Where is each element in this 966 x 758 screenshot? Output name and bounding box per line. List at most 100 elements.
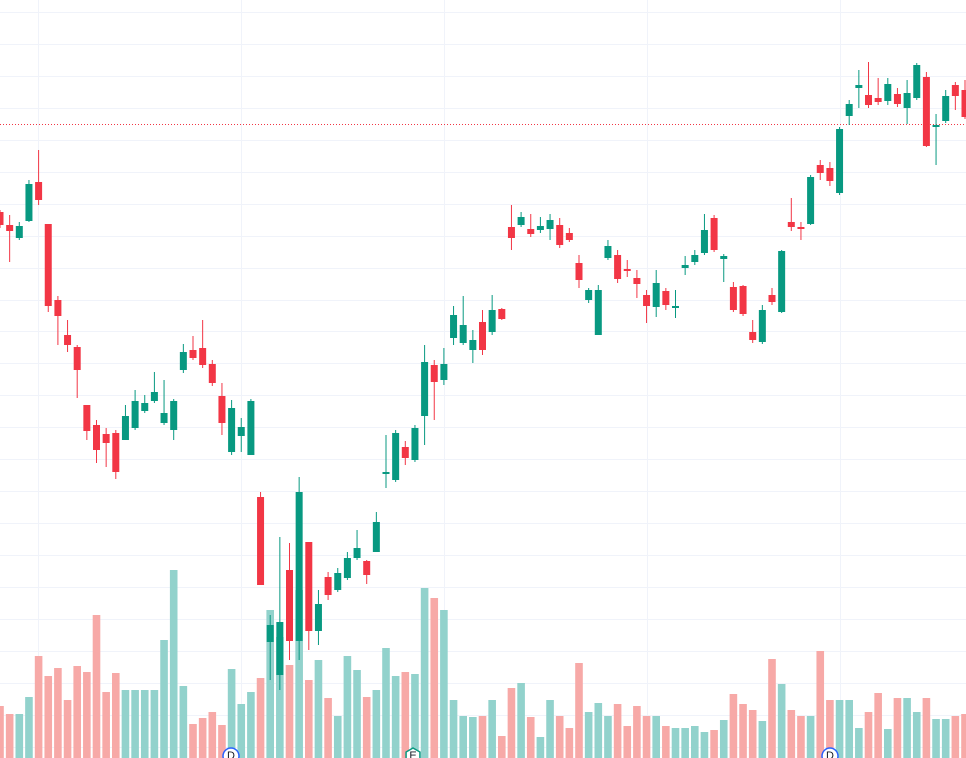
volume-bar <box>276 637 284 758</box>
candle-body <box>893 94 901 104</box>
candle-body <box>324 577 332 595</box>
candle-body <box>237 427 245 436</box>
candle-body <box>295 492 303 641</box>
candle-body <box>353 548 361 558</box>
candle-body <box>961 90 966 117</box>
volume-bar <box>797 716 805 758</box>
volume-bar <box>34 656 43 758</box>
candle-body <box>913 65 921 98</box>
volume-bar <box>912 712 921 758</box>
candle-body <box>314 604 322 631</box>
candle-body <box>768 295 776 302</box>
candle-body <box>565 233 573 240</box>
candle-body <box>189 350 197 358</box>
volume-bar <box>941 719 950 758</box>
candle-body <box>488 310 496 332</box>
volume-bar <box>343 656 352 758</box>
volume-bar <box>633 706 641 758</box>
candle-body <box>83 405 91 431</box>
volume-bar <box>478 716 487 758</box>
candle-body <box>64 335 72 345</box>
candle-body <box>479 322 486 350</box>
volume-bar <box>594 703 603 758</box>
candle-body <box>343 558 351 578</box>
volume-bar <box>739 704 747 758</box>
candle-body <box>903 93 911 108</box>
candle-body <box>536 226 544 230</box>
volume-bar <box>382 648 390 758</box>
candle-body <box>778 251 786 312</box>
volume-bar <box>73 666 81 758</box>
candle-body <box>208 364 216 383</box>
candle-body <box>305 542 313 631</box>
event-icon <box>222 747 240 758</box>
volume-bar <box>951 716 960 758</box>
volume-bar <box>218 725 226 758</box>
candle-body <box>363 561 371 575</box>
candle-body <box>15 226 23 238</box>
volume-bar <box>488 700 496 758</box>
volume-bar <box>816 651 825 758</box>
volume-bar <box>536 737 545 758</box>
volume-bar <box>681 728 689 758</box>
candle-body <box>179 352 187 370</box>
volume-bar <box>83 672 91 758</box>
candle-body <box>459 325 467 343</box>
candle-body <box>826 168 834 181</box>
candle-body <box>35 182 43 200</box>
volume-bar <box>179 686 188 758</box>
candle-body <box>102 434 110 443</box>
volume-bar <box>247 692 255 758</box>
candle-body <box>865 95 872 105</box>
candle-body <box>836 129 844 193</box>
volume-bar <box>150 690 159 758</box>
candle-body <box>440 364 448 380</box>
volume-bar <box>662 726 670 758</box>
volume-bar <box>884 729 892 758</box>
candle-body <box>228 408 236 452</box>
candle-body <box>720 256 728 259</box>
volume-bar <box>333 716 342 758</box>
candle-body <box>749 332 757 340</box>
volume-bar <box>256 678 265 758</box>
volume-bar <box>555 716 564 758</box>
candle-body <box>652 283 660 307</box>
volume-bar <box>54 668 62 758</box>
volume-bar <box>227 669 236 758</box>
candle-body <box>797 227 805 229</box>
candle-body <box>421 362 429 416</box>
candle-body <box>787 222 795 227</box>
candle-body <box>681 265 689 268</box>
candle-body <box>739 286 747 314</box>
candle-body <box>218 396 226 423</box>
candle-body <box>700 230 708 253</box>
candle-body <box>932 125 940 127</box>
volume-bar <box>15 714 24 758</box>
volume-bar <box>63 700 72 758</box>
volume-bar <box>305 680 313 758</box>
volume-bar <box>112 673 120 758</box>
candle-body <box>54 300 62 316</box>
candle-body <box>469 340 477 350</box>
volume-bar <box>469 717 477 758</box>
event-icon <box>821 747 839 758</box>
volume-bar <box>642 716 651 758</box>
volume-bar <box>208 712 217 758</box>
volume-bar <box>440 610 448 758</box>
candle-body <box>334 573 342 590</box>
candle-body <box>372 522 380 552</box>
volume-bar <box>526 717 535 758</box>
volume-bar <box>932 719 940 758</box>
candle-body <box>729 287 737 310</box>
volume-bar <box>623 726 632 758</box>
event-label: E <box>409 750 416 758</box>
candle-body <box>170 401 178 430</box>
candle-body <box>546 220 554 229</box>
candle-body <box>594 290 602 335</box>
volume-bar <box>546 700 554 758</box>
volume-bar <box>517 683 525 758</box>
candle-body <box>401 447 409 458</box>
candle-body <box>758 310 766 342</box>
event-marker: D <box>821 747 839 758</box>
